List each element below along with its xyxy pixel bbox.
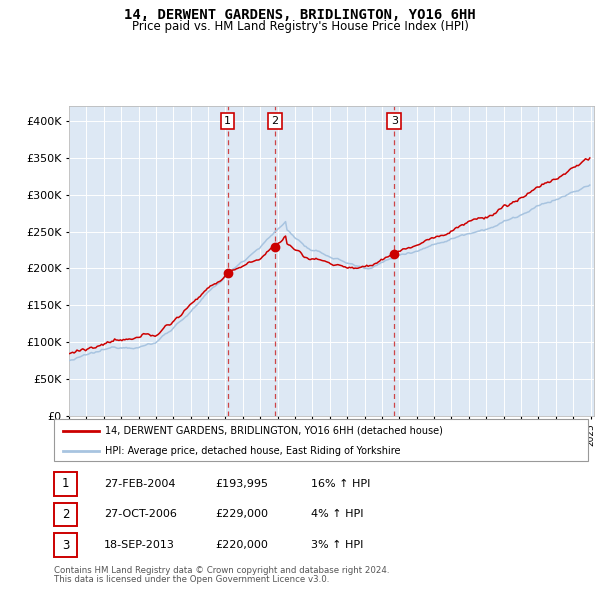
Text: 2: 2 [62,508,69,521]
Text: 14, DERWENT GARDENS, BRIDLINGTON, YO16 6HH (detached house): 14, DERWENT GARDENS, BRIDLINGTON, YO16 6… [105,426,443,436]
Text: 3% ↑ HPI: 3% ↑ HPI [311,540,363,550]
Text: Price paid vs. HM Land Registry's House Price Index (HPI): Price paid vs. HM Land Registry's House … [131,20,469,33]
Text: 4% ↑ HPI: 4% ↑ HPI [311,510,364,519]
Text: £229,000: £229,000 [215,510,268,519]
Text: This data is licensed under the Open Government Licence v3.0.: This data is licensed under the Open Gov… [54,575,329,584]
Text: 14, DERWENT GARDENS, BRIDLINGTON, YO16 6HH: 14, DERWENT GARDENS, BRIDLINGTON, YO16 6… [124,8,476,22]
Text: Contains HM Land Registry data © Crown copyright and database right 2024.: Contains HM Land Registry data © Crown c… [54,566,389,575]
Text: 27-OCT-2006: 27-OCT-2006 [104,510,176,519]
Text: 16% ↑ HPI: 16% ↑ HPI [311,479,370,489]
Text: 3: 3 [62,539,69,552]
Text: £220,000: £220,000 [215,540,268,550]
Text: 2: 2 [271,116,278,126]
Text: 27-FEB-2004: 27-FEB-2004 [104,479,175,489]
Text: £193,995: £193,995 [215,479,268,489]
Text: 1: 1 [224,116,231,126]
Text: 3: 3 [391,116,398,126]
Text: 18-SEP-2013: 18-SEP-2013 [104,540,175,550]
Text: HPI: Average price, detached house, East Riding of Yorkshire: HPI: Average price, detached house, East… [105,446,401,455]
Text: 1: 1 [62,477,69,490]
